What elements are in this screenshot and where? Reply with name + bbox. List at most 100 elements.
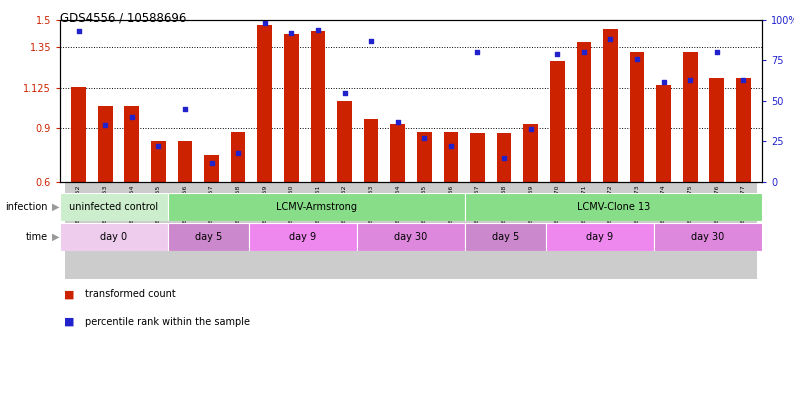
Bar [523, 125, 538, 182]
Point [338, 90, 351, 96]
Bar [125, 107, 139, 182]
Bar [497, 133, 511, 182]
Bar [624, 182, 650, 279]
Bar [204, 155, 219, 182]
Bar [730, 182, 757, 279]
Bar [65, 182, 92, 279]
Bar [710, 77, 724, 182]
Point [311, 27, 324, 33]
Point [604, 36, 617, 42]
Point [72, 28, 85, 35]
Point [364, 38, 377, 44]
Text: day 5: day 5 [195, 232, 222, 242]
Point [471, 49, 484, 55]
Bar [630, 52, 645, 182]
Bar [683, 52, 697, 182]
Point [577, 49, 590, 55]
Text: transformed count: transformed count [86, 289, 176, 299]
Bar [71, 86, 86, 182]
FancyBboxPatch shape [168, 223, 249, 251]
Point [125, 114, 138, 120]
Bar [98, 107, 113, 182]
Point [630, 56, 643, 62]
FancyBboxPatch shape [465, 223, 546, 251]
Bar [231, 132, 245, 182]
Bar [384, 182, 411, 279]
Text: ■: ■ [64, 317, 75, 327]
Bar [145, 182, 172, 279]
Text: day 30: day 30 [692, 232, 725, 242]
Bar [257, 26, 272, 182]
Text: day 5: day 5 [491, 232, 519, 242]
Bar [703, 182, 730, 279]
FancyBboxPatch shape [357, 223, 465, 251]
Text: day 0: day 0 [100, 232, 128, 242]
Point [258, 20, 271, 26]
Bar [252, 182, 278, 279]
Point [445, 143, 457, 149]
Point [524, 125, 537, 132]
Bar [358, 182, 384, 279]
Bar [597, 182, 624, 279]
Bar [444, 132, 458, 182]
Point [98, 122, 111, 129]
FancyBboxPatch shape [60, 193, 168, 221]
Point [179, 106, 191, 112]
Text: time: time [26, 232, 48, 242]
Text: ▶: ▶ [52, 232, 60, 242]
Text: ■: ■ [64, 289, 75, 299]
Point [152, 143, 164, 149]
Bar [736, 77, 750, 182]
Bar [310, 31, 326, 182]
Bar [278, 182, 305, 279]
Text: LCMV-Clone 13: LCMV-Clone 13 [577, 202, 650, 212]
Bar [657, 85, 671, 182]
Bar [550, 61, 565, 182]
Point [711, 49, 723, 55]
Bar [391, 125, 405, 182]
Point [737, 77, 750, 83]
Bar [571, 182, 597, 279]
Point [657, 79, 670, 85]
Bar [677, 182, 703, 279]
Point [391, 119, 404, 125]
Text: day 9: day 9 [290, 232, 317, 242]
Bar [337, 101, 352, 182]
Bar [464, 182, 491, 279]
Bar [603, 29, 618, 182]
Point [232, 150, 245, 156]
FancyBboxPatch shape [168, 193, 465, 221]
Text: LCMV-Armstrong: LCMV-Armstrong [276, 202, 357, 212]
Point [418, 135, 430, 141]
Bar [118, 182, 145, 279]
Text: ▶: ▶ [52, 202, 60, 212]
FancyBboxPatch shape [654, 223, 762, 251]
Bar [491, 182, 518, 279]
Bar [198, 182, 225, 279]
Bar [331, 182, 358, 279]
Point [684, 77, 696, 83]
Bar [650, 182, 677, 279]
Bar [417, 132, 432, 182]
Text: GDS4556 / 10588696: GDS4556 / 10588696 [60, 12, 187, 25]
Bar [92, 182, 118, 279]
FancyBboxPatch shape [465, 193, 762, 221]
Bar [225, 182, 252, 279]
Bar [172, 182, 198, 279]
Bar [284, 35, 299, 182]
Bar [411, 182, 437, 279]
Text: uninfected control: uninfected control [69, 202, 159, 212]
Bar [470, 133, 485, 182]
Bar [151, 141, 166, 182]
Point [285, 30, 298, 36]
Bar [576, 42, 592, 182]
Bar [437, 182, 464, 279]
FancyBboxPatch shape [60, 223, 168, 251]
Text: percentile rank within the sample: percentile rank within the sample [86, 317, 250, 327]
FancyBboxPatch shape [546, 223, 654, 251]
Bar [518, 182, 544, 279]
Bar [544, 182, 571, 279]
FancyBboxPatch shape [249, 223, 357, 251]
Text: day 30: day 30 [395, 232, 428, 242]
Bar [178, 141, 192, 182]
